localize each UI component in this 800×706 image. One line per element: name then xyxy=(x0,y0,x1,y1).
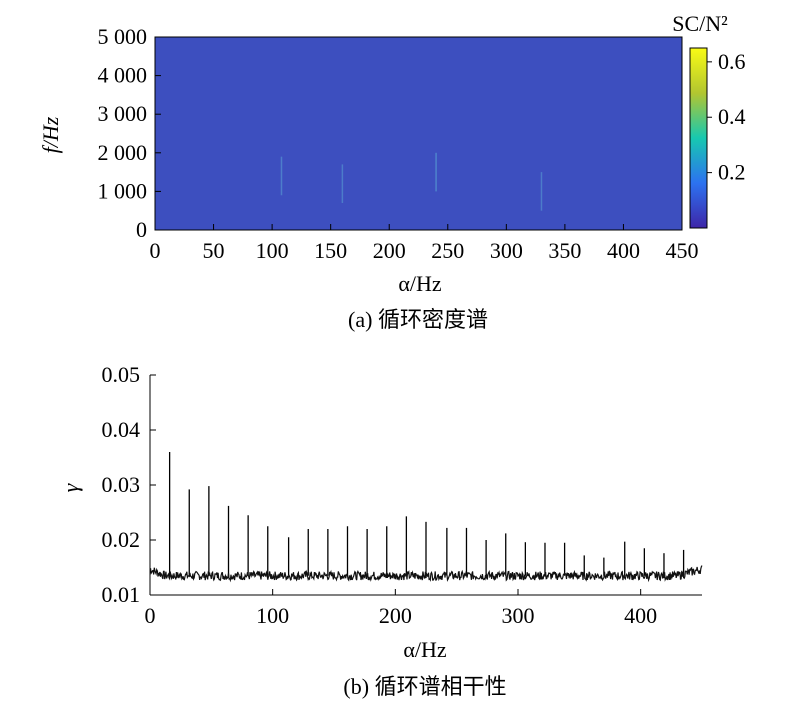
line-xtick-label: 200 xyxy=(379,603,412,628)
heatmap-ytick-label: 2 000 xyxy=(98,140,148,165)
heatmap-frame xyxy=(154,36,683,231)
line-ytick-label: 0.04 xyxy=(102,417,141,442)
colorbar-ticks: 0.2 0.4 0.6 xyxy=(707,49,746,185)
heatmap-xtick-label: 450 xyxy=(666,238,699,263)
line-ylabel: γ xyxy=(58,482,83,492)
colorbar-label: SC/N² xyxy=(672,11,728,36)
line-ytick-label: 0.05 xyxy=(102,362,141,387)
heatmap-ytick-label: 4 000 xyxy=(98,63,148,88)
line-xtick-label: 300 xyxy=(502,603,535,628)
heatmap-xtick-label: 250 xyxy=(431,238,464,263)
line-ytick-label: 0.03 xyxy=(102,472,141,497)
heatmap-ylabel: f/Hz xyxy=(38,116,63,153)
heatmap-xtick-label: 100 xyxy=(256,238,289,263)
panel-a-caption: (a) 循环密度谱 xyxy=(348,307,488,332)
line-x-ticks: 0 100 200 300 400 xyxy=(145,589,657,628)
colorbar-tick-label: 0.6 xyxy=(718,49,746,74)
colorbar-tick-label: 0.4 xyxy=(718,104,746,129)
line-xtick-label: 400 xyxy=(624,603,657,628)
heatmap-xtick-label: 150 xyxy=(314,238,347,263)
heatmap-xlabel: α/Hz xyxy=(398,271,442,296)
panel-b-line-chart: 0.01 0.02 0.03 0.04 0.05 0 100 200 300 400 γ α/H… xyxy=(58,362,703,699)
coherence-baseline-trace xyxy=(149,565,703,583)
coherence-peaks xyxy=(168,452,685,576)
heatmap-xtick-label: 400 xyxy=(607,238,640,263)
heatmap-xtick-label: 300 xyxy=(490,238,523,263)
heatmap-ytick-label: 1 000 xyxy=(98,178,148,203)
line-xtick-label: 0 xyxy=(145,603,156,628)
heatmap-x-ticks: 0 50 100 150 200 250 300 350 400 450 xyxy=(150,224,699,263)
heatmap-xtick-label: 350 xyxy=(548,238,581,263)
colorbar xyxy=(689,47,708,229)
heatmap-ytick-label: 0 xyxy=(136,217,147,242)
line-xlabel: α/Hz xyxy=(403,637,447,662)
heatmap-ytick-label: 5 000 xyxy=(98,24,148,49)
heatmap-ytick-label: 3 000 xyxy=(98,101,148,126)
heatmap-plot-area xyxy=(155,37,682,230)
heatmap-xtick-label: 0 xyxy=(150,238,161,263)
line-ytick-label: 0.01 xyxy=(102,582,141,607)
line-ytick-label: 0.02 xyxy=(102,527,141,552)
heatmap-streaks xyxy=(280,152,543,211)
panel-b-caption: (b) 循环谱相干性 xyxy=(343,674,506,699)
heatmap-y-ticks: 0 1 000 2 000 3 000 4 000 5 000 xyxy=(98,24,161,242)
line-xtick-label: 100 xyxy=(256,603,289,628)
line-y-ticks: 0.01 0.02 0.03 0.04 0.05 xyxy=(102,362,156,607)
colorbar-tick-label: 0.2 xyxy=(718,160,746,185)
panel-a-heatmap: 0 1 000 2 000 3 000 4 000 5 000 0 50 100 150 200 2… xyxy=(38,11,746,332)
heatmap-xtick-label: 50 xyxy=(203,238,225,263)
heatmap-xtick-label: 200 xyxy=(373,238,406,263)
